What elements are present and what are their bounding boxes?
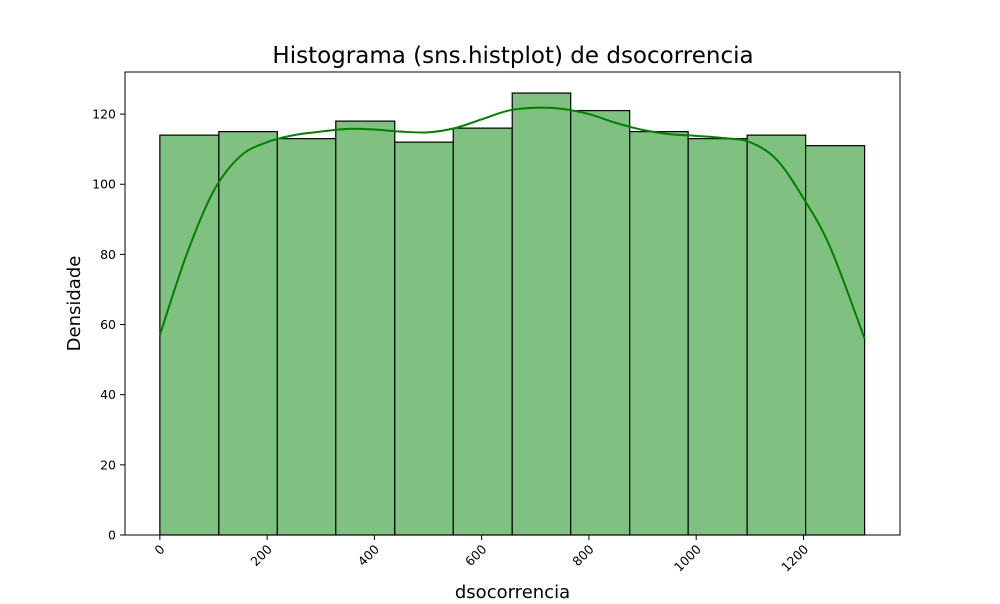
x-axis-label: dsocorrencia: [455, 582, 570, 600]
y-tick-label: 120: [92, 107, 116, 122]
y-axis-label: Densidade: [64, 256, 85, 352]
y-tick-label: 100: [92, 177, 116, 192]
y-tick-label: 0: [108, 528, 116, 543]
x-tick-label: 800: [569, 541, 597, 569]
histogram-bar-7: [570, 109, 631, 536]
y-tick-label: 60: [100, 317, 116, 332]
histogram-bar-5: [452, 127, 513, 536]
histogram-bar-2: [276, 138, 337, 536]
x-tick-label: 400: [355, 541, 383, 569]
histogram-bar-9: [687, 138, 748, 536]
y-tick-label: 20: [100, 457, 116, 472]
x-tick-label: 0: [151, 541, 167, 557]
y-tick-label: 80: [100, 247, 116, 262]
x-tick-label: 1200: [778, 541, 811, 574]
histogram-bar-0: [159, 134, 220, 536]
histogram-bar-11: [805, 145, 866, 536]
bars-layer: [159, 92, 866, 536]
histogram-bar-8: [629, 131, 689, 536]
x-tick-label: 600: [462, 541, 490, 569]
histogram-bar-3: [335, 120, 396, 536]
x-tick-label: 1000: [671, 541, 704, 574]
y-tick-label: 40: [100, 387, 116, 402]
histogram-bar-10: [746, 134, 807, 536]
chart-title: Histograma (sns.histplot) de dsocorrenci…: [272, 43, 753, 69]
x-tick-label: 200: [247, 541, 275, 569]
kde-layer: [158, 106, 866, 339]
histogram-bar-1: [218, 131, 278, 536]
plot-frame: [124, 71, 901, 536]
kde-curve: [158, 106, 866, 339]
histogram-bar-6: [511, 92, 572, 536]
histogram-bar-4: [394, 141, 454, 536]
